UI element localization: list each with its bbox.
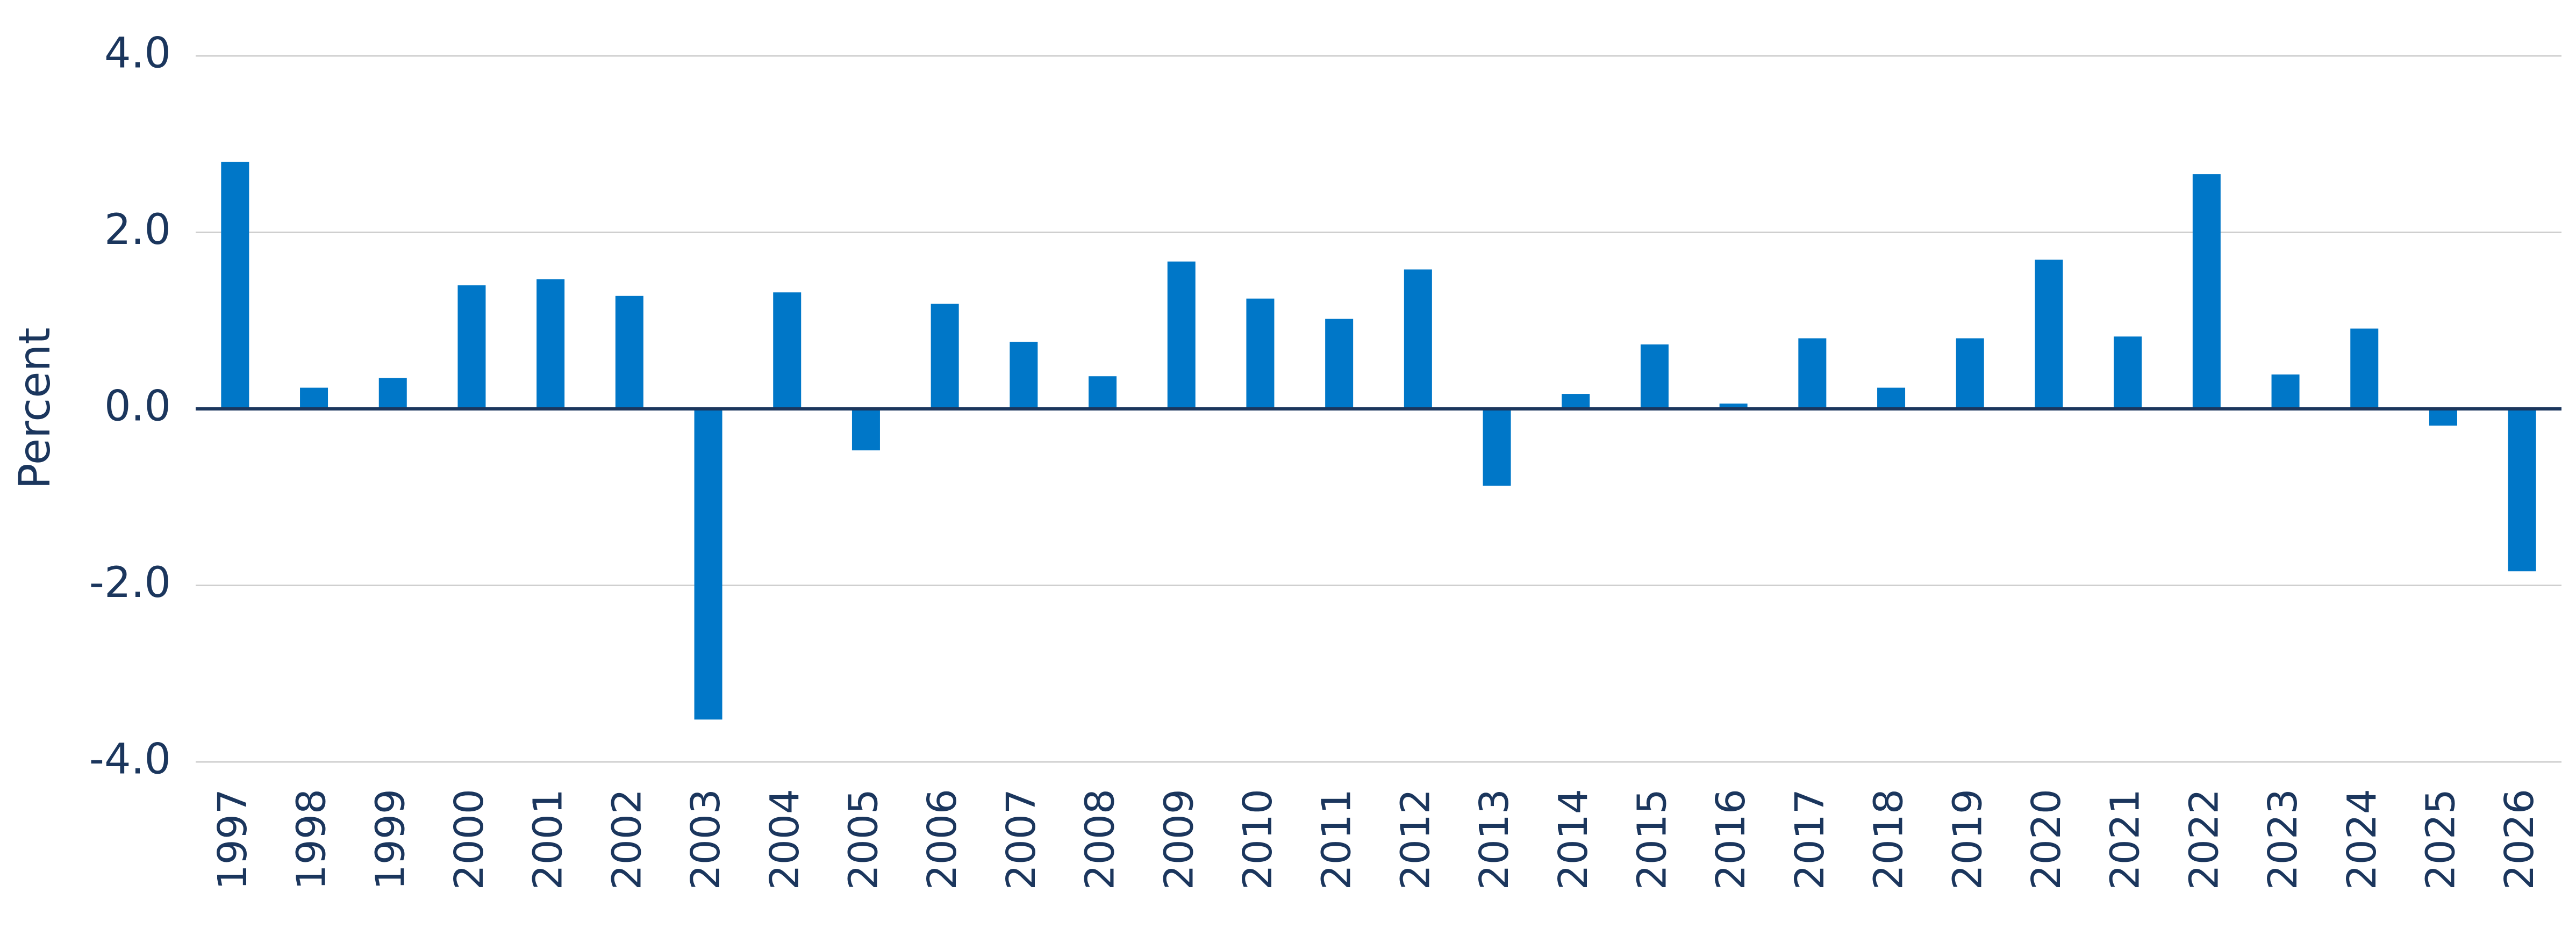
bar	[2350, 328, 2379, 409]
bar	[221, 162, 249, 409]
x-tick-label: 2011	[1314, 789, 1360, 890]
bar	[1719, 404, 1748, 409]
y-tick-label: 0.0	[104, 382, 171, 430]
x-tick-label: 2020	[2023, 789, 2070, 890]
x-tick-label: 2000	[446, 789, 492, 890]
bar	[2114, 336, 2142, 409]
bar	[773, 292, 802, 409]
x-tick-label: 2005	[840, 789, 886, 890]
x-tick-label: 2013	[1471, 789, 1518, 890]
x-tick-label: 2002	[604, 789, 650, 890]
bar	[615, 296, 643, 409]
bar	[2271, 374, 2300, 409]
x-tick-label: 2006	[919, 789, 965, 890]
bar	[1483, 409, 1511, 486]
bar	[1246, 298, 1275, 409]
bar	[2429, 409, 2457, 426]
x-tick-label: 2019	[1944, 789, 1991, 890]
x-tick-label: 2001	[525, 789, 571, 890]
x-tick-label: 1999	[367, 789, 413, 890]
x-tick-label: 1997	[210, 789, 256, 890]
bar	[1640, 344, 1669, 409]
bar	[851, 409, 880, 451]
bar	[1956, 338, 1984, 409]
x-tick-label: 2023	[2260, 789, 2306, 890]
x-tick-label: 2010	[1235, 789, 1281, 890]
x-tick-label: 2007	[998, 789, 1044, 890]
bar	[1010, 342, 1038, 409]
bar	[694, 409, 722, 720]
y-tick-label: -4.0	[89, 735, 171, 783]
bar	[1089, 376, 1117, 409]
bar	[1798, 338, 1827, 409]
bar	[1877, 387, 1906, 409]
bar	[1404, 269, 1432, 409]
x-tick-label: 2012	[1392, 789, 1439, 890]
x-tick-label: 2024	[2339, 789, 2385, 890]
x-tick-label: 2018	[1866, 789, 1912, 890]
x-tick-label: 1998	[289, 789, 335, 890]
y-tick-label: -2.0	[89, 559, 171, 607]
bar	[2508, 409, 2536, 572]
y-tick-label: 2.0	[104, 206, 171, 254]
y-axis-title: Percent	[10, 327, 60, 489]
bar	[1562, 394, 1590, 409]
x-tick-label: 2026	[2496, 789, 2543, 890]
bar	[931, 304, 959, 409]
y-tick-label: 4.0	[104, 29, 171, 77]
bar	[536, 279, 565, 409]
bar	[2192, 174, 2221, 409]
x-tick-label: 2021	[2102, 789, 2149, 890]
x-tick-label: 2015	[1629, 789, 1675, 890]
x-tick-label: 2025	[2417, 789, 2464, 890]
x-tick-label: 2016	[1708, 789, 1754, 890]
bar	[1167, 261, 1196, 409]
bar	[2035, 260, 2063, 409]
x-tick-label: 2008	[1077, 789, 1124, 890]
x-tick-label: 2003	[683, 789, 729, 890]
x-tick-label: 2022	[2181, 789, 2227, 890]
bar	[378, 378, 407, 409]
x-tick-label: 2017	[1787, 789, 1833, 890]
bar	[1325, 319, 1354, 409]
x-tick-label: 2004	[762, 789, 808, 890]
bar	[457, 285, 486, 409]
x-tick-label: 2009	[1156, 789, 1202, 890]
x-tick-label: 2014	[1550, 789, 1597, 890]
bar	[300, 387, 328, 409]
